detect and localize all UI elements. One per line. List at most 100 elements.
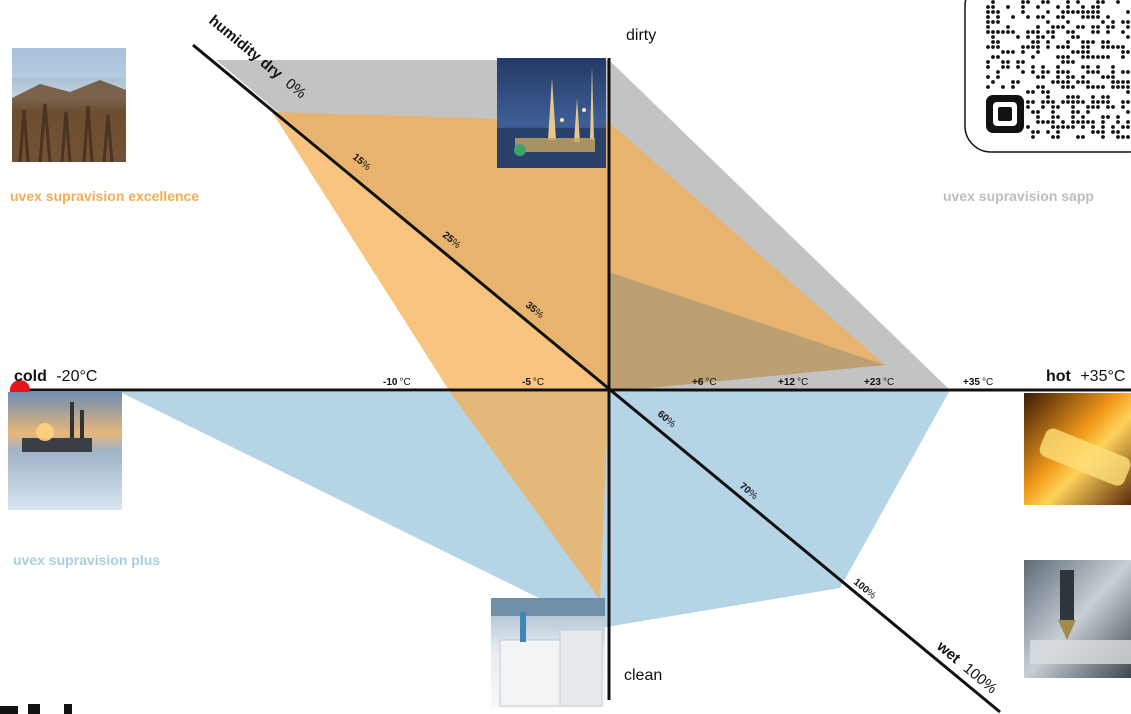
qr-dot — [1066, 85, 1070, 89]
qr-dot — [1101, 0, 1105, 4]
qr-dot — [1101, 135, 1105, 139]
qr-dot — [1066, 5, 1070, 9]
qr-dot — [1081, 40, 1085, 44]
qr-dot — [1111, 70, 1115, 74]
qr-dot — [1026, 15, 1030, 19]
qr-dot — [1101, 95, 1105, 99]
qr-dot — [996, 15, 1000, 19]
qr-dot — [1066, 20, 1070, 24]
dirty-label: dirty — [626, 27, 656, 44]
qr-dot — [1041, 15, 1045, 19]
qr-dot — [996, 70, 1000, 74]
qr-dot — [1046, 70, 1050, 74]
qr-dot — [1081, 45, 1085, 49]
qr-dot — [986, 10, 990, 14]
qr-dot — [1091, 25, 1095, 29]
qr-dot — [1086, 105, 1090, 109]
qr-dot — [991, 5, 995, 9]
qr-dot — [1116, 85, 1120, 89]
qr-dot — [986, 85, 990, 89]
qr-dot — [1031, 130, 1035, 134]
wet-label: wet 100% — [933, 637, 1001, 697]
qr-dot — [1046, 10, 1050, 14]
qr-dot — [1091, 40, 1095, 44]
qr-dot — [1061, 45, 1065, 49]
qr-dot — [1111, 130, 1115, 134]
qr-dot — [1026, 0, 1030, 4]
qr-dot — [996, 30, 1000, 34]
qr-dot — [1091, 100, 1095, 104]
frozen-forest-photo — [12, 48, 126, 163]
cropped-corner-mark — [0, 704, 72, 714]
qr-dot — [1041, 70, 1045, 74]
qr-dot — [1021, 45, 1025, 49]
qr-dot — [1126, 25, 1130, 29]
qr-dot — [1081, 55, 1085, 59]
qr-dot — [1086, 110, 1090, 114]
temp-tick: +6 °C — [692, 377, 717, 388]
qr-dot — [1086, 45, 1090, 49]
qr-dot — [1041, 90, 1045, 94]
qr-dot — [1101, 85, 1105, 89]
qr-dot — [1051, 80, 1055, 84]
qr-dot — [996, 55, 1000, 59]
qr-dot — [1016, 35, 1020, 39]
qr-dot — [1046, 20, 1050, 24]
qr-dot — [1091, 130, 1095, 134]
qr-dot — [1041, 65, 1045, 69]
qr-dot — [1101, 40, 1105, 44]
qr-dot — [1121, 80, 1125, 84]
qr-dot — [1091, 5, 1095, 9]
qr-dot — [986, 5, 990, 9]
qr-dot — [1071, 60, 1075, 64]
qr-dot — [1036, 75, 1040, 79]
qr-dot — [1046, 40, 1050, 44]
clean-label: clean — [624, 667, 662, 684]
qr-dot — [1046, 100, 1050, 104]
qr-dot — [1111, 125, 1115, 129]
product-excellence-label: uvex supravision excellence — [10, 188, 199, 204]
qr-dot — [1106, 105, 1110, 109]
qr-dot — [1061, 100, 1065, 104]
qr-dot — [1126, 135, 1130, 139]
qr-dot — [1106, 100, 1110, 104]
qr-dot — [1086, 70, 1090, 74]
qr-dot — [986, 65, 990, 69]
qr-dot — [1106, 75, 1110, 79]
qr-dot — [996, 20, 1000, 24]
qr-dot — [1081, 65, 1085, 69]
qr-dot — [1091, 120, 1095, 124]
qr-dot — [1051, 100, 1055, 104]
qr-dot — [1076, 95, 1080, 99]
qr-dot — [1046, 120, 1050, 124]
qr-dot — [1081, 5, 1085, 9]
temp-tick: +35 °C — [963, 377, 993, 388]
qr-dot — [1101, 115, 1105, 119]
qr-dot — [1106, 40, 1110, 44]
qr-dot — [1026, 30, 1030, 34]
qr-dot — [1096, 100, 1100, 104]
qr-dot — [1126, 110, 1130, 114]
qr-dot — [991, 30, 995, 34]
qr-dot — [1036, 110, 1040, 114]
qr-dot — [1011, 80, 1015, 84]
qr-dot — [1096, 55, 1100, 59]
qr-dot — [991, 0, 995, 4]
qr-dot — [1011, 85, 1015, 89]
qr-dot — [1071, 30, 1075, 34]
qr-dot — [1101, 130, 1105, 134]
qr-dot — [1021, 50, 1025, 54]
qr-dot — [1111, 45, 1115, 49]
qr-dot — [1041, 75, 1045, 79]
qr-dot — [1121, 100, 1125, 104]
qr-dot — [1056, 135, 1060, 139]
qr-dot — [1061, 70, 1065, 74]
qr-dot — [1081, 25, 1085, 29]
qr-dot — [1066, 30, 1070, 34]
qr-dot — [1116, 130, 1120, 134]
qr-dot — [1126, 85, 1130, 89]
qr-dot — [1036, 30, 1040, 34]
qr-dot — [1121, 85, 1125, 89]
qr-dot — [1031, 135, 1035, 139]
qr-dot — [1001, 85, 1005, 89]
